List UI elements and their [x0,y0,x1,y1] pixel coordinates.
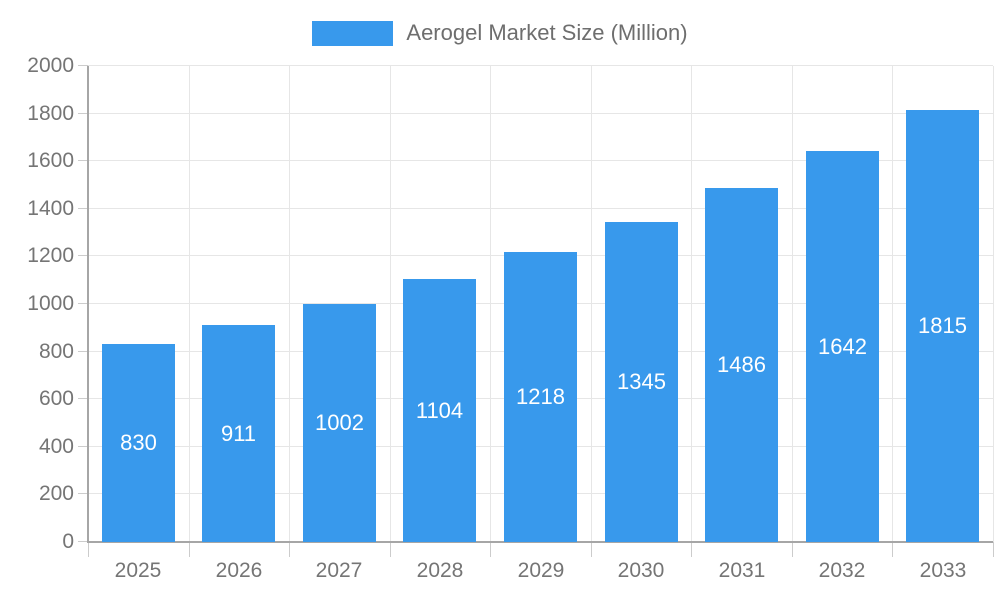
y-axis-tick [78,398,88,400]
x-axis-category-label: 2027 [315,559,363,582]
x-axis-category-label: 2032 [818,559,866,582]
x-axis-category-label: 2029 [517,559,565,582]
y-axis-tick-label: 200 [38,482,74,506]
gridline-horizontal [88,65,993,66]
gridline-horizontal [88,207,993,209]
gridline-vertical [691,66,692,542]
bar-value-label: 1815 [918,313,967,338]
bar-value-label: 1486 [717,352,766,377]
bar-2025[interactable]: 830 [102,344,175,542]
bar-2026[interactable]: 911 [202,325,275,542]
y-axis-tick-label: 0 [62,530,74,553]
y-axis-tick-label: 1600 [27,149,74,173]
y-axis-tick [78,541,88,542]
x-axis-category-label: 2033 [919,559,967,582]
bar-2028[interactable]: 1104 [403,279,476,542]
y-axis-tick [78,255,88,257]
y-axis-tick-label: 1000 [27,292,74,315]
y-axis-tick-label: 800 [38,339,74,363]
x-axis-category-label: 2026 [215,559,263,582]
gridline-vertical [591,66,592,542]
bar-2032[interactable]: 1642 [806,151,879,542]
y-axis-tick-label: 1400 [27,196,74,220]
x-axis-category-label: 2030 [617,559,665,582]
x-axis-tick [289,542,290,557]
gridline-vertical [792,66,793,542]
bar-value-label: 911 [220,420,257,446]
legend[interactable]: Aerogel Market Size (Million) [0,20,1000,46]
y-axis-tick [78,493,88,495]
bar-2033[interactable]: 1815 [906,110,979,542]
gridline-vertical [490,66,491,542]
gridline-vertical [289,66,290,542]
y-axis-tick [78,350,88,352]
y-axis-tick-label: 400 [38,434,74,458]
y-axis-tick-label: 2000 [27,54,74,77]
gridline-vertical [390,66,391,542]
gridline-vertical [993,66,994,542]
x-axis-tick [691,542,692,557]
y-axis-tick [78,207,88,209]
y-axis-tick-label: 600 [38,387,74,411]
x-axis-tick [189,542,190,557]
legend-label: Aerogel Market Size (Million) [406,20,688,45]
x-axis-tick [792,542,793,557]
x-axis-category-label: 2031 [718,559,766,582]
bar-2031[interactable]: 1486 [705,188,778,542]
y-axis-tick [78,65,88,66]
y-axis-tick [78,160,88,162]
y-axis-tick-label: 1800 [27,101,74,125]
gridline-horizontal [88,112,993,114]
x-axis-tick [490,542,491,557]
x-axis-category-label: 2025 [114,559,162,582]
y-axis-tick-label: 1200 [27,244,74,268]
bar-value-label: 1104 [415,397,464,423]
x-axis-line [87,541,993,543]
x-axis-tick [591,542,592,557]
bar-2029[interactable]: 1218 [504,252,577,542]
bar-value-label: 1642 [818,333,867,359]
gridline-vertical [189,66,190,542]
x-axis-tick [993,542,994,557]
y-axis-tick [78,112,88,114]
x-axis-tick [892,542,893,557]
gridline-horizontal [88,160,993,162]
bar-value-label: 830 [120,430,157,455]
x-axis-category-label: 2028 [416,559,464,582]
legend-swatch [312,20,394,46]
y-axis-tick [78,445,88,447]
bar-value-label: 1218 [516,384,565,409]
bar-value-label: 1345 [617,369,666,394]
bar-2027[interactable]: 1002 [303,304,376,542]
gridline-vertical [892,66,893,542]
x-axis-tick [88,542,89,557]
x-axis-tick [390,542,391,557]
y-axis-tick [78,303,88,304]
bar-value-label: 1002 [315,410,364,435]
bar-2030[interactable]: 1345 [605,222,678,542]
y-axis-line [87,66,89,542]
